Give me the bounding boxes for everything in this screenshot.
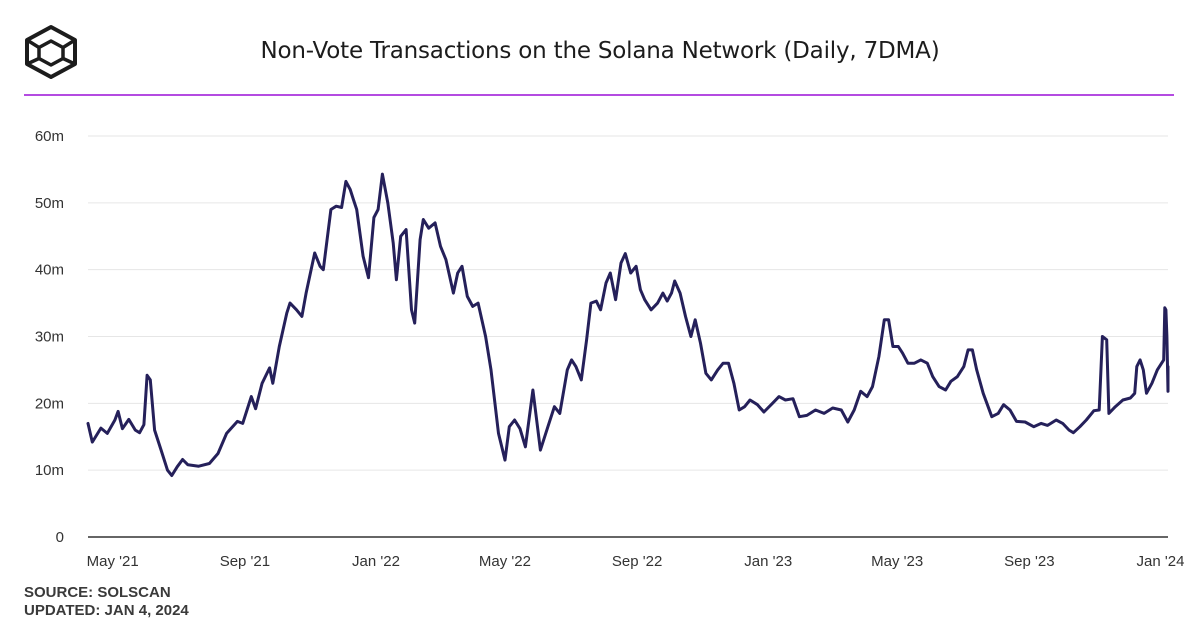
chart-title: Non-Vote Transactions on the Solana Netw… — [260, 38, 940, 64]
x-tick-label: Sep '22 — [612, 553, 662, 570]
chart-footer: SOURCE: SOLSCAN UPDATED: JAN 4, 2024 — [24, 584, 189, 620]
cube-logo-icon — [25, 25, 77, 79]
title-divider — [24, 94, 1174, 96]
y-tick-label: 0 — [56, 529, 64, 546]
x-tick-label: May '23 — [871, 553, 923, 570]
series-line — [86, 172, 1170, 477]
y-axis-tick-labels: 0 10m 20m 30m 40m 50m 60m — [35, 128, 64, 546]
x-tick-label: Jan '23 — [744, 553, 792, 570]
x-tick-label: May '21 — [87, 553, 139, 570]
y-tick-label: 30m — [35, 329, 64, 346]
y-tick-label: 40m — [35, 262, 64, 279]
y-tick-label: 10m — [35, 462, 64, 479]
y-tick-label: 60m — [35, 128, 64, 145]
line-chart: 0 10m 20m 30m 40m 50m 60m May '21 Sep '21 Jan '2… — [35, 128, 1185, 570]
grid-lines — [88, 135, 1168, 538]
x-tick-label: Sep '21 — [220, 553, 270, 570]
x-tick-label: Jan '22 — [352, 553, 400, 570]
x-tick-label: Jan '24 — [1137, 553, 1185, 570]
updated-note: UPDATED: JAN 4, 2024 — [24, 602, 189, 619]
y-tick-label: 50m — [35, 195, 64, 212]
x-axis-tick-labels: May '21 Sep '21 Jan '22 May '22 Sep '22 Jan '… — [87, 553, 1185, 570]
x-tick-label: Sep '23 — [1004, 553, 1054, 570]
y-tick-label: 20m — [35, 395, 64, 412]
x-tick-label: May '22 — [479, 553, 531, 570]
source-note: SOURCE: SOLSCAN — [24, 584, 171, 601]
